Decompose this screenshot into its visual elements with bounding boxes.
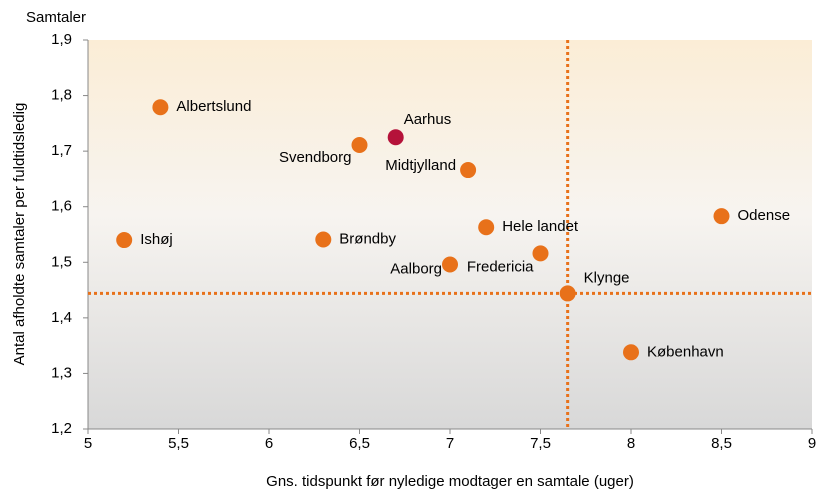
point (351, 137, 368, 154)
point-label: Odense (738, 207, 791, 224)
x-tick-label: 6 (265, 435, 273, 452)
y-tick-label: 1,2 (51, 420, 72, 437)
plot-area (88, 40, 812, 429)
x-tick-label: 8 (627, 435, 635, 452)
point (315, 231, 332, 248)
point (387, 129, 404, 146)
point-label: Klynge (584, 269, 630, 286)
y-tick-label: 1,3 (51, 364, 72, 381)
point (116, 232, 133, 249)
y-tick-label: 1,9 (51, 31, 72, 48)
point (478, 219, 495, 236)
point-label: Ishøj (140, 231, 173, 248)
x-tick-label: 8,5 (711, 435, 732, 452)
y-tick-label: 1,7 (51, 142, 72, 159)
point (623, 344, 639, 361)
x-axis-label: Gns. tidspunkt før nyledige modtager en … (266, 473, 634, 490)
point (559, 285, 576, 302)
y-axis-label: Antal afholdte samtaler per fuldtidsledi… (11, 103, 28, 366)
x-tick-label: 6,5 (349, 435, 370, 452)
point (460, 162, 477, 179)
y-tick-label: 1,5 (51, 253, 72, 270)
point-label: Albertslund (176, 98, 251, 115)
x-tick-label: 5 (84, 435, 92, 452)
point (532, 245, 549, 262)
point-label: Hele landet (502, 218, 579, 235)
point-label: København (647, 343, 724, 360)
y-tick-label: 1,4 (51, 309, 72, 326)
y-axis-top-label: Samtaler (26, 9, 86, 26)
point (152, 99, 169, 116)
x-tick-label: 7 (446, 435, 454, 452)
y-tick-label: 1,8 (51, 87, 72, 104)
y-tick-label: 1,6 (51, 198, 72, 215)
x-tick-label: 9 (808, 435, 816, 452)
point-label: Aalborg (390, 260, 442, 277)
x-tick-label: 5,5 (168, 435, 189, 452)
x-tick-label: 7,5 (530, 435, 551, 452)
point-label: Brøndby (339, 230, 396, 247)
point-label: Svendborg (279, 149, 352, 166)
point-label: Midtjylland (385, 157, 456, 174)
point (442, 256, 458, 273)
point (713, 208, 730, 225)
point-label: Fredericia (467, 258, 534, 275)
point-label: Aarhus (404, 111, 452, 128)
